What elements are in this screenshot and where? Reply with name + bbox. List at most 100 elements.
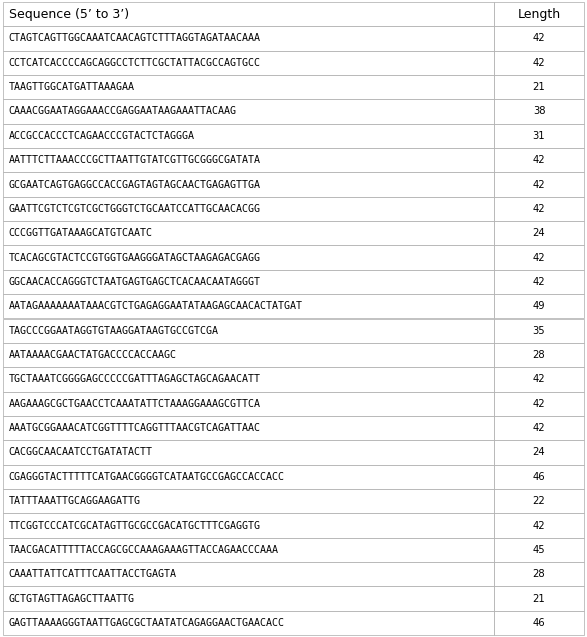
Text: 42: 42 (533, 423, 545, 433)
Bar (494, 294, 584, 318)
Text: GAATTCGTCTCGTCGCTGGGTCTGCAATCCATTGCAACACGG: GAATTCGTCTCGTCGCTGGGTCTGCAATCCATTGCAACAC… (9, 204, 261, 214)
Text: 42: 42 (533, 155, 545, 165)
Text: TGCTAAATCGGGGAGCCCCCGATTTAGAGCTAGCAGAACATT: TGCTAAATCGGGGAGCCCCCGATTTAGAGCTAGCAGAACA… (9, 375, 261, 384)
Text: 21: 21 (532, 82, 545, 92)
Bar (494, 26, 584, 50)
Text: CAAATTATTCATTTCAATTACCTGAGTA: CAAATTATTCATTTCAATTACCTGAGTA (9, 569, 177, 579)
Text: 46: 46 (533, 472, 545, 482)
Bar (3, 26, 494, 50)
Bar (3, 611, 494, 635)
Text: 42: 42 (533, 180, 545, 190)
Text: TATTTAAATTGCAGGAAGATTG: TATTTAAATTGCAGGAAGATTG (9, 496, 141, 506)
Bar (3, 173, 494, 197)
Bar (494, 464, 584, 489)
Bar (3, 489, 494, 513)
Text: AAATGCGGAAACATCGGTTTTCAGGTTTAACGTCAGATTAAC: AAATGCGGAAACATCGGTTTTCAGGTTTAACGTCAGATTA… (9, 423, 261, 433)
Text: GAGTTAAAAGGGTAATTGAGCGCTAATATCAGAGGAACTGAACACC: GAGTTAAAAGGGTAATTGAGCGCTAATATCAGAGGAACTG… (9, 618, 285, 628)
Bar (494, 245, 584, 270)
Text: Length: Length (518, 8, 561, 20)
Bar (3, 294, 494, 318)
Bar (494, 197, 584, 221)
Text: CCTCATCACCCCAGCAGGCCTCTTCGCTATTACGCCAGTGCC: CCTCATCACCCCAGCAGGCCTCTTCGCTATTACGCCAGTG… (9, 58, 261, 68)
Text: 24: 24 (533, 447, 545, 457)
Bar (3, 270, 494, 294)
Bar (494, 562, 584, 587)
Bar (3, 318, 494, 343)
Text: 42: 42 (533, 520, 545, 531)
Bar (494, 440, 584, 464)
Bar (3, 50, 494, 75)
Bar (494, 124, 584, 148)
Text: 42: 42 (533, 277, 545, 287)
Bar (3, 2, 494, 26)
Bar (3, 392, 494, 416)
Text: 42: 42 (533, 33, 545, 43)
Text: 42: 42 (533, 58, 545, 68)
Bar (3, 513, 494, 538)
Text: 49: 49 (533, 301, 545, 311)
Text: 42: 42 (533, 399, 545, 409)
Bar (3, 464, 494, 489)
Text: TAGCCCGGAATAGGTGTAAGGATAAGTGCCGTCGA: TAGCCCGGAATAGGTGTAAGGATAAGTGCCGTCGA (9, 326, 219, 336)
Bar (494, 392, 584, 416)
Text: 28: 28 (533, 350, 545, 360)
Bar (494, 318, 584, 343)
Text: 22: 22 (532, 496, 545, 506)
Bar (3, 440, 494, 464)
Text: 35: 35 (533, 326, 545, 336)
Bar (494, 221, 584, 245)
Bar (494, 611, 584, 635)
Text: AAGAAAGCGCTGAACCTCAAATATTCTAAAGGAAAGCGTTCA: AAGAAAGCGCTGAACCTCAAATATTCTAAAGGAAAGCGTT… (9, 399, 261, 409)
Bar (494, 587, 584, 611)
Bar (494, 75, 584, 99)
Bar (494, 416, 584, 440)
Text: 28: 28 (533, 569, 545, 579)
Text: 45: 45 (533, 545, 545, 555)
Bar (3, 416, 494, 440)
Text: CACGGCAACAATCCTGATATACTT: CACGGCAACAATCCTGATATACTT (9, 447, 153, 457)
Bar (3, 562, 494, 587)
Bar (494, 489, 584, 513)
Bar (494, 2, 584, 26)
Text: TCACAGCGTACTCCGTGGTGAAGGGATAGCTAAGAGACGAGG: TCACAGCGTACTCCGTGGTGAAGGGATAGCTAAGAGACGA… (9, 253, 261, 262)
Bar (494, 343, 584, 367)
Text: AATTTCTTAAACCCGCTTAATTGTATCGTTGCGGGCGATATA: AATTTCTTAAACCCGCTTAATTGTATCGTTGCGGGCGATA… (9, 155, 261, 165)
Bar (3, 148, 494, 173)
Bar (494, 538, 584, 562)
Text: 38: 38 (533, 106, 545, 117)
Text: ACCGCCACCCTCAGAACCCGTACTCTAGGGA: ACCGCCACCCTCAGAACCCGTACTCTAGGGA (9, 131, 195, 141)
Bar (3, 124, 494, 148)
Text: 31: 31 (533, 131, 545, 141)
Bar (3, 538, 494, 562)
Bar (494, 513, 584, 538)
Text: 42: 42 (533, 375, 545, 384)
Bar (494, 270, 584, 294)
Bar (494, 99, 584, 124)
Bar (3, 367, 494, 392)
Text: AATAAAACGAACTATGACCCCACCAAGC: AATAAAACGAACTATGACCCCACCAAGC (9, 350, 177, 360)
Bar (494, 148, 584, 173)
Bar (3, 221, 494, 245)
Text: Sequence (5’ to 3’): Sequence (5’ to 3’) (9, 8, 129, 20)
Text: 42: 42 (533, 204, 545, 214)
Text: CGAGGGTACTTTTTCATGAACGGGGTCATAATGCCGAGCCACCACC: CGAGGGTACTTTTTCATGAACGGGGTCATAATGCCGAGCC… (9, 472, 285, 482)
Text: CAAACGGAATAGGAAACCGAGGAATAAGAAATTACAAG: CAAACGGAATAGGAAACCGAGGAATAAGAAATTACAAG (9, 106, 237, 117)
Bar (3, 587, 494, 611)
Bar (3, 245, 494, 270)
Bar (494, 367, 584, 392)
Text: AATAGAAAAAAATAAACGTCTGAGAGGAATATAAGAGCAACACTATGAT: AATAGAAAAAAATAAACGTCTGAGAGGAATATAAGAGCAA… (9, 301, 303, 311)
Text: GCGAATCAGTGAGGCCACCGAGTAGTAGCAACTGAGAGTTGA: GCGAATCAGTGAGGCCACCGAGTAGTAGCAACTGAGAGTT… (9, 180, 261, 190)
Bar (3, 343, 494, 367)
Bar (3, 75, 494, 99)
Text: GGCAACACCAGGGTCTAATGAGTGAGCTCACAACAATAGGGT: GGCAACACCAGGGTCTAATGAGTGAGCTCACAACAATAGG… (9, 277, 261, 287)
Text: GCTGTAGTTAGAGCTTAATTG: GCTGTAGTTAGAGCTTAATTG (9, 594, 135, 604)
Text: 21: 21 (532, 594, 545, 604)
Text: CCCGGTTGATAAAGCATGTCAATC: CCCGGTTGATAAAGCATGTCAATC (9, 228, 153, 238)
Text: TAACGACATTTTTACCAGCGCCAAAGAAAGTTACCAGAACCCAAA: TAACGACATTTTTACCAGCGCCAAAGAAAGTTACCAGAAC… (9, 545, 279, 555)
Text: 24: 24 (533, 228, 545, 238)
Bar (3, 99, 494, 124)
Text: CTAGTCAGTTGGCAAATCAACAGTCTTTAGGTAGATAACAAA: CTAGTCAGTTGGCAAATCAACAGTCTTTAGGTAGATAACA… (9, 33, 261, 43)
Text: TAAGTTGGCATGATTAAAGAA: TAAGTTGGCATGATTAAAGAA (9, 82, 135, 92)
Text: 46: 46 (533, 618, 545, 628)
Bar (494, 173, 584, 197)
